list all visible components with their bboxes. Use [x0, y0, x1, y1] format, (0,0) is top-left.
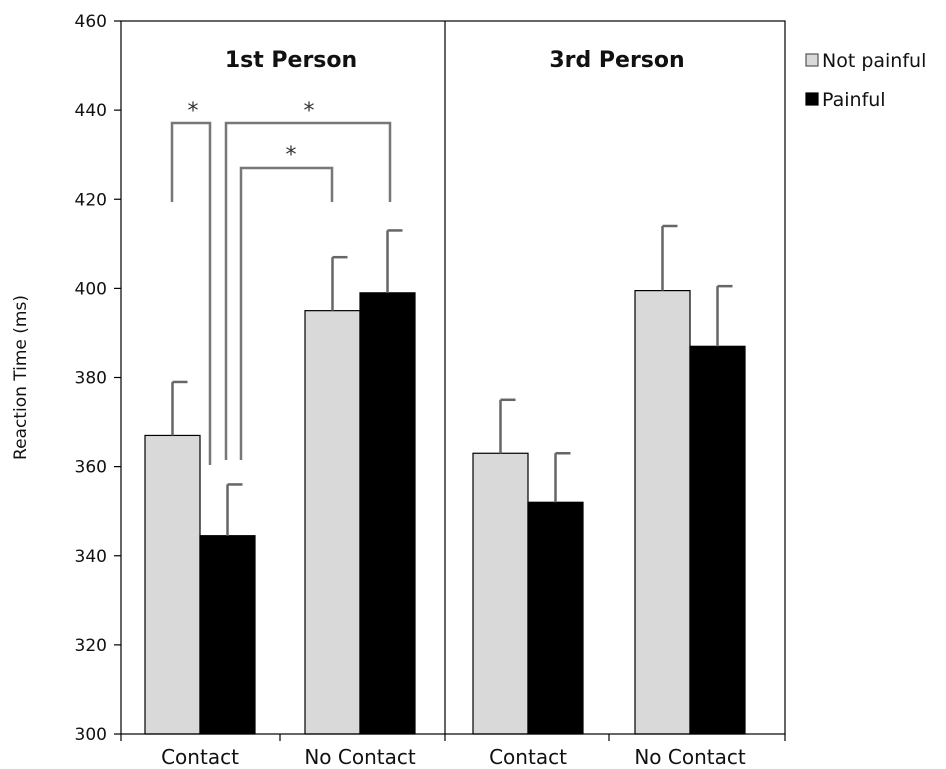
x-category-label: No Contact	[634, 745, 746, 769]
y-tick-label: 400	[75, 279, 107, 299]
significance-star: *	[304, 99, 315, 124]
legend: Not painful Painful	[805, 50, 926, 111]
bars-layer	[144, 224, 746, 735]
bar-1st-contact-not-painful	[144, 434, 201, 735]
y-tick-label: 340	[75, 547, 107, 567]
significance-star: *	[188, 99, 199, 124]
bar-3rd-no-contact-not-painful	[634, 290, 691, 735]
legend-swatch-painful	[805, 92, 819, 106]
bar-1st-contact-painful	[199, 535, 256, 735]
significance-bracket	[239, 166, 334, 460]
y-tick-label: 420	[75, 190, 107, 210]
bar-3rd-contact-not-painful	[472, 452, 529, 735]
y-axis-title: Reaction Time (ms)	[11, 295, 31, 460]
y-tick-label: 320	[75, 636, 107, 656]
legend-swatch-not-painful	[805, 53, 819, 67]
bar-3rd-contact-painful	[527, 501, 584, 735]
panel-title: 1st Person	[225, 48, 357, 73]
y-tick-label: 360	[75, 458, 107, 478]
bar-1st-no-contact-not-painful	[304, 310, 361, 735]
bar-3rd-no-contact-painful	[689, 345, 746, 735]
axes-layer: 300 320 340 360 380 400 420 440 460 Contact No Con…	[11, 12, 786, 769]
y-tick-label: 380	[75, 369, 107, 389]
significance-star: *	[286, 143, 297, 168]
y-tick-label: 300	[75, 725, 107, 745]
x-category-label: No Contact	[304, 745, 416, 769]
y-tick-label: 460	[75, 12, 107, 32]
legend-label: Painful	[822, 89, 886, 111]
significance-layer: * * *	[170, 99, 392, 465]
significance-bracket	[170, 121, 212, 465]
significance-bracket	[224, 121, 392, 460]
legend-label: Not painful	[822, 50, 926, 72]
bar-1st-no-contact-painful	[359, 292, 416, 735]
x-category-label: Contact	[489, 745, 567, 769]
y-tick-label: 440	[75, 101, 107, 121]
x-category-label: Contact	[161, 745, 239, 769]
panel-title: 3rd Person	[549, 48, 684, 73]
